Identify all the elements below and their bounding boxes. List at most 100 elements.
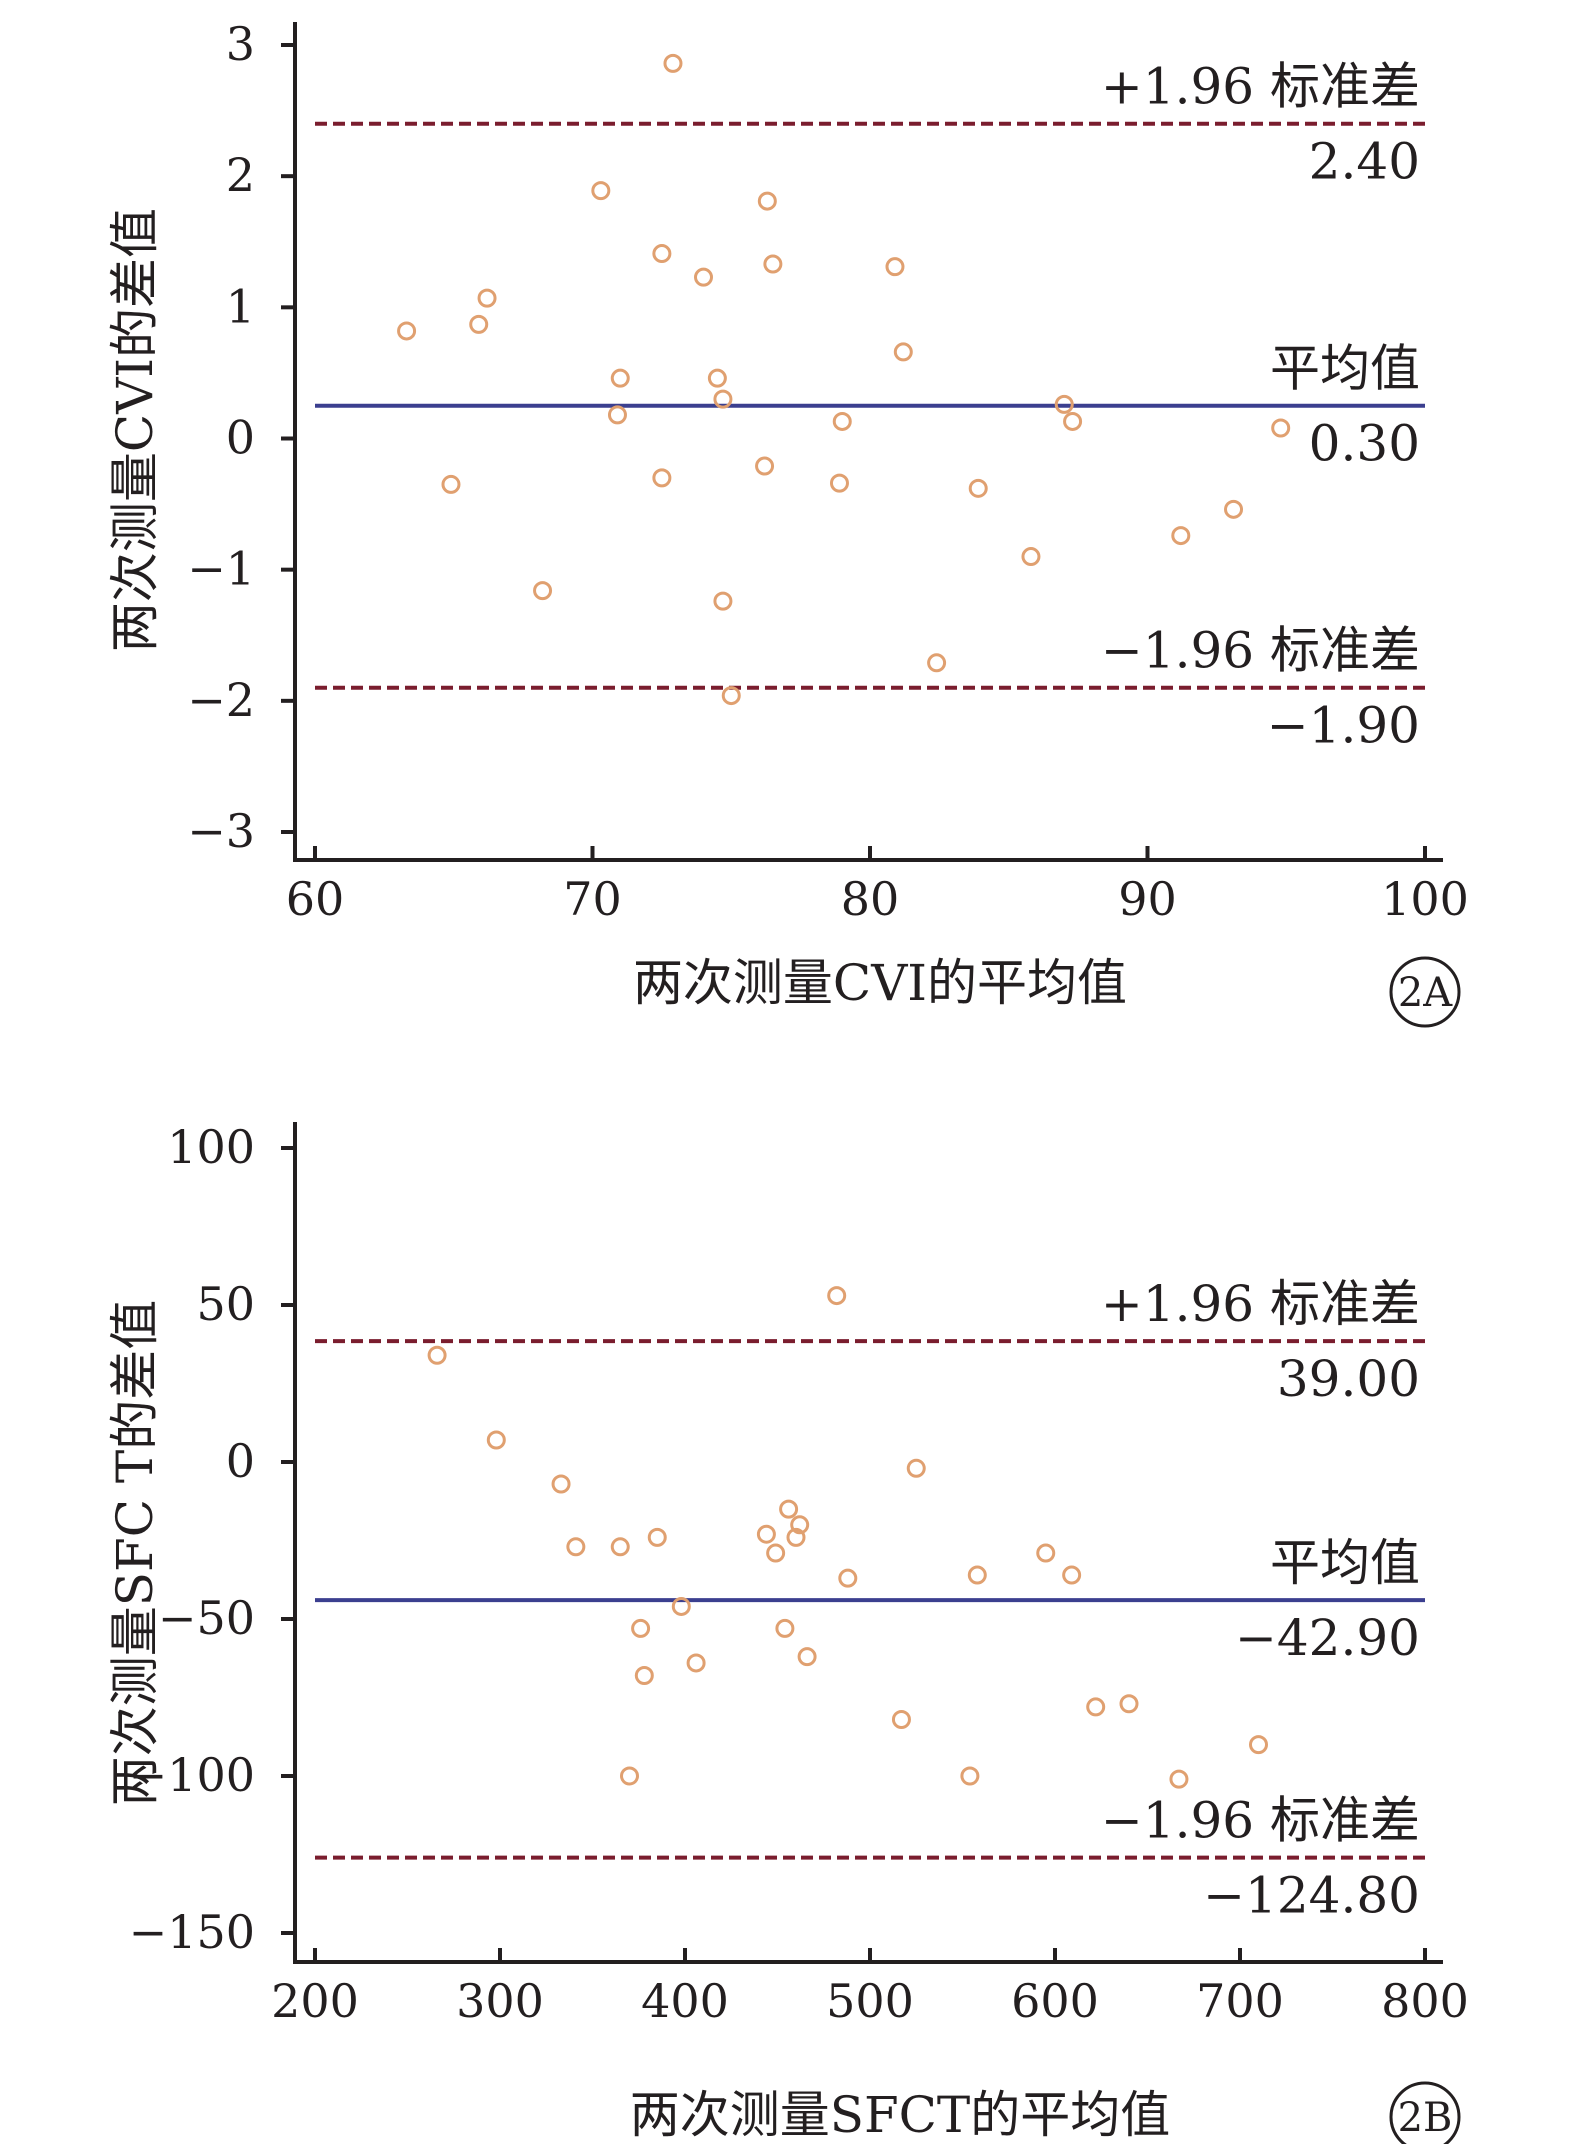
x-tick-label: 800 <box>1381 1974 1469 2028</box>
mean-line-label: 平均值 <box>1270 340 1420 398</box>
data-point <box>786 1527 806 1547</box>
data-point <box>906 1458 926 1478</box>
data-point <box>566 1537 586 1557</box>
x-tick-label: 300 <box>456 1974 544 2028</box>
data-point <box>486 1430 506 1450</box>
x-tick-label: 500 <box>826 1974 914 2028</box>
data-point <box>827 1286 847 1306</box>
data-point <box>610 368 630 388</box>
y-tick-label: 50 <box>196 1277 255 1331</box>
data-point <box>477 288 497 308</box>
data-point <box>1249 1735 1268 1755</box>
y-tick-label: −150 <box>129 1905 255 1959</box>
data-point <box>893 342 913 362</box>
lower-line-label: −1.96 标准差 <box>1101 1792 1420 1850</box>
y-tick-label: −50 <box>158 1591 255 1645</box>
data-point <box>766 1543 786 1563</box>
data-point <box>713 389 733 409</box>
x-tick-label: 200 <box>271 1974 359 2028</box>
upper-line-label: +1.96 标准差 <box>1101 58 1420 116</box>
data-point <box>469 314 489 334</box>
x-tick-label: 600 <box>1011 1974 1099 2028</box>
data-point <box>838 1568 858 1588</box>
data-point <box>652 244 672 264</box>
lower-line-label: −1.96 标准差 <box>1101 622 1420 680</box>
x-tick-label: 700 <box>1196 1974 1284 2028</box>
y-tick-label: 0 <box>226 411 255 465</box>
x-axis-title: 两次测量CVI的平均值 <box>633 954 1127 1012</box>
data-point <box>1063 411 1083 431</box>
data-point <box>779 1499 799 1519</box>
data-point <box>829 473 849 493</box>
data-point <box>885 257 905 277</box>
x-tick-label: 70 <box>563 872 622 926</box>
panel-tag-circle <box>1389 2081 1461 2144</box>
data-point <box>755 456 775 476</box>
data-point <box>721 686 741 706</box>
panel-tag-circle <box>1389 956 1461 1028</box>
data-point <box>891 1709 911 1729</box>
lower-line-value: −1.90 <box>1267 697 1420 755</box>
x-tick-label: 90 <box>1118 872 1177 926</box>
y-tick-label: 1 <box>226 279 255 333</box>
data-point <box>533 581 553 601</box>
upper-line-value: 2.40 <box>1309 133 1420 191</box>
data-point <box>968 478 988 498</box>
data-point <box>610 1537 630 1557</box>
y-tick-label: −100 <box>129 1748 255 1802</box>
data-point <box>620 1766 639 1786</box>
x-tick-label: 100 <box>1381 872 1469 926</box>
data-point <box>1169 1769 1189 1789</box>
data-point <box>441 474 461 494</box>
data-point <box>757 191 777 211</box>
data-point <box>647 1527 667 1547</box>
data-point <box>967 1565 987 1585</box>
upper-line-value: 39.00 <box>1277 1350 1420 1408</box>
data-point <box>1062 1565 1082 1585</box>
panel-tag-label: 2A <box>1398 970 1453 1016</box>
y-tick-label: 3 <box>226 17 255 71</box>
upper-line-label: +1.96 标准差 <box>1101 1275 1420 1333</box>
x-tick-label: 80 <box>841 872 900 926</box>
data-point <box>763 254 783 274</box>
data-point <box>775 1618 795 1638</box>
data-point <box>591 181 611 201</box>
data-point <box>1171 526 1191 546</box>
data-point <box>797 1647 817 1667</box>
data-point <box>1036 1543 1056 1563</box>
data-point <box>713 591 733 611</box>
panel-2A: 3 2 1 0 −1 −2 −3 60 70 80 90 100 +1.96 标准差 2.40 平均值 0.3… <box>106 17 1469 1028</box>
data-point <box>663 53 683 73</box>
mean-line-value: 0.30 <box>1309 415 1420 473</box>
data-point <box>1271 418 1291 438</box>
data-point <box>551 1474 571 1494</box>
y-tick-label: −3 <box>187 804 255 858</box>
data-point <box>927 653 947 673</box>
data-point <box>1021 547 1041 567</box>
y-axis-title: 两次测量CVI的差值 <box>106 208 164 652</box>
data-point <box>707 368 727 388</box>
x-axis-title: 两次测量SFCT的平均值 <box>630 2086 1171 2144</box>
y-tick-label: 2 <box>226 148 255 202</box>
mean-line-label: 平均值 <box>1270 1534 1420 1592</box>
data-point <box>397 321 417 341</box>
data-point <box>607 405 627 425</box>
y-tick-label: −2 <box>187 673 255 727</box>
panel-tag-label: 2B <box>1398 2095 1453 2141</box>
data-point <box>832 411 852 431</box>
data-point <box>671 1596 691 1616</box>
data-point <box>694 267 713 287</box>
mean-line-value: −42.90 <box>1235 1609 1420 1667</box>
data-point <box>756 1524 776 1544</box>
data-point <box>1054 394 1074 414</box>
lower-line-value: −124.80 <box>1203 1867 1420 1925</box>
data-point <box>427 1345 447 1365</box>
y-tick-label: 0 <box>226 1434 255 1488</box>
y-tick-label: 100 <box>167 1120 255 1174</box>
data-point <box>1224 499 1244 519</box>
data-point <box>634 1666 654 1686</box>
y-axis-title: 两次测量SFC T的差值 <box>106 1300 164 1806</box>
data-point <box>960 1766 980 1786</box>
